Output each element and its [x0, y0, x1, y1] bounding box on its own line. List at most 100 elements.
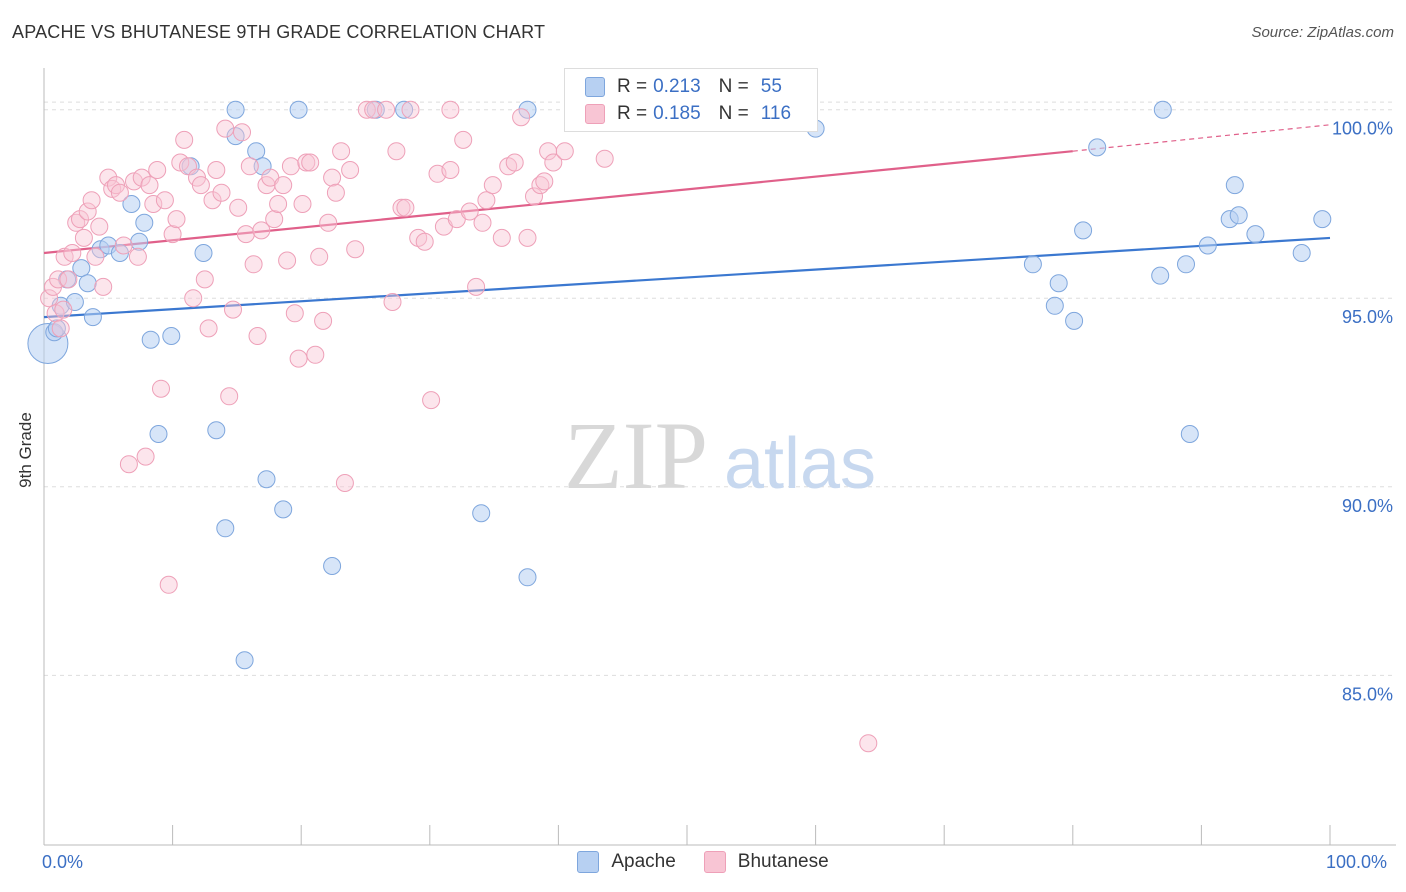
apache-point — [1065, 311, 1084, 330]
bhutanese-point — [90, 217, 109, 236]
legend-item-apache[interactable]: Apache — [577, 851, 676, 873]
bhutanese-point — [422, 391, 441, 410]
apache-point — [518, 100, 537, 119]
apache-point — [518, 568, 537, 587]
chart-title: APACHE VS BHUTANESE 9TH GRADE CORRELATIO… — [12, 22, 546, 42]
apache-points — [27, 100, 1332, 670]
bhutanese-swatch — [585, 104, 605, 124]
bhutanese-point — [99, 168, 118, 187]
apache-point — [1313, 210, 1332, 229]
bhutanese-point — [175, 130, 194, 149]
bhutanese-point — [163, 225, 182, 244]
bhutanese-point — [595, 149, 614, 168]
bhutanese-point — [78, 202, 97, 221]
apache-point — [274, 500, 293, 519]
apache-point — [1292, 244, 1311, 262]
bhutanese-point — [167, 210, 186, 229]
bhutanese-point — [460, 202, 479, 221]
bhutanese-point — [110, 183, 129, 202]
bhutanese-point — [477, 191, 496, 210]
bhutanese-point — [306, 345, 325, 364]
bhutanese-point — [859, 734, 878, 753]
bhutanese-point — [332, 142, 351, 161]
watermark: ZIP atlas — [564, 402, 876, 509]
bhutanese-point — [248, 327, 267, 345]
trend-lines — [43, 124, 1331, 319]
bhutanese-point — [297, 153, 316, 172]
bhutanese-point — [132, 168, 151, 187]
bhutanese-point — [244, 255, 263, 274]
apache-point — [257, 470, 276, 489]
bhutanese-point — [387, 142, 406, 161]
source-note: Source: ZipAtlas.com — [1251, 24, 1394, 41]
bhutanese-point — [212, 183, 231, 202]
bhutanese-point — [229, 198, 248, 217]
apache-point — [1198, 236, 1217, 255]
bhutanese-point — [310, 247, 329, 266]
apache-point — [162, 327, 181, 345]
bhutanese-point — [203, 191, 222, 210]
apache-point — [130, 232, 149, 251]
apache-point — [1049, 274, 1068, 293]
bhutanese-point — [335, 474, 354, 492]
stats-legend: R = 0.213 N = 55 R = 0.185 N = 116 — [564, 68, 818, 132]
watermark-zip: ZIP — [564, 402, 708, 509]
apache-point — [1074, 221, 1093, 240]
bhutanese-point — [278, 251, 297, 270]
bhutanese-point — [152, 379, 170, 398]
bhutanese-point — [392, 198, 411, 217]
apache-point — [141, 330, 160, 349]
bhutanese-point — [224, 300, 242, 319]
bhutanese-point — [159, 575, 178, 594]
bhutanese-point — [383, 293, 402, 311]
bhutanese-point — [364, 100, 383, 119]
apache-point — [226, 100, 245, 119]
bhutanese-point — [265, 210, 284, 229]
bhutanese-point — [289, 349, 308, 368]
series-legend: Apache Bhutanese — [0, 851, 1406, 873]
bhutanese-point — [377, 100, 396, 119]
bhutanese-point — [199, 319, 218, 338]
stats-row-bhutanese: R = 0.185 N = 116 — [585, 102, 791, 126]
apache-point — [47, 319, 66, 338]
bhutanese-point — [71, 210, 89, 229]
apache-point — [1225, 176, 1244, 195]
x-tick-label-min: 0.0% — [42, 852, 84, 872]
n-label: N = — [718, 103, 749, 124]
bhutanese-point — [51, 319, 70, 338]
bhutanese-point — [74, 228, 93, 247]
bhutanese-point — [119, 455, 138, 474]
apache-swatch — [585, 77, 605, 97]
bhutanese-point — [236, 225, 255, 244]
n-value: 116 — [760, 103, 792, 124]
bhutanese-trend-line — [43, 150, 1073, 255]
bhutanese-point — [207, 161, 226, 179]
apache-point — [1088, 138, 1107, 157]
bhutanese-point — [63, 244, 82, 262]
apache-trend-line — [43, 236, 1331, 319]
n-label: N = — [718, 76, 749, 97]
legend-item-bhutanese[interactable]: Bhutanese — [703, 851, 829, 873]
bhutanese-point — [473, 213, 492, 232]
bhutanese-point — [128, 247, 147, 266]
apache-point — [1153, 100, 1172, 119]
bhutanese-point — [114, 236, 133, 255]
bhutanese-point — [274, 176, 293, 195]
legend-label-bhutanese: Bhutanese — [737, 851, 829, 872]
bhutanese-point — [357, 100, 376, 119]
bhutanese-point — [525, 187, 543, 206]
bhutanese-point — [136, 447, 155, 466]
bhutanese-point — [252, 221, 271, 240]
bhutanese-point — [216, 119, 235, 138]
bhutanese-point — [155, 191, 174, 210]
bhutanese-point — [233, 123, 251, 142]
bhutanese-point — [285, 304, 304, 323]
bhutanese-point — [54, 300, 73, 319]
bhutanese-point — [346, 240, 365, 259]
bhutanese-point — [518, 228, 537, 247]
bhutanese-point — [535, 172, 554, 191]
r-value: 0.185 — [653, 103, 701, 124]
apache-point — [207, 421, 226, 440]
bhutanese-point — [240, 157, 259, 176]
y-tick-label: 85.0% — [1342, 684, 1393, 704]
